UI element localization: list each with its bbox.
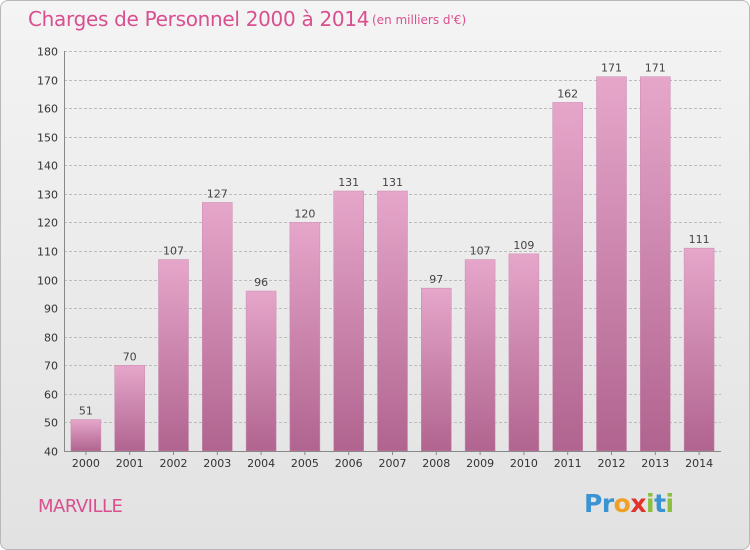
value-label-2010: 109 [513,239,534,252]
x-tick-label-2014: 2014 [685,457,713,470]
x-tick-label-2002: 2002 [160,457,188,470]
x-tick-label-2011: 2011 [554,457,582,470]
y-tick-label: 40 [44,446,58,459]
y-tick-label: 90 [44,303,58,316]
bar-2007[interactable] [377,190,408,452]
value-label-2006: 131 [338,176,359,189]
bars [70,76,715,452]
x-tick-label-2005: 2005 [291,457,319,470]
value-label-2009: 107 [470,245,491,258]
y-tick-label: 60 [44,389,58,402]
x-tick-label-2010: 2010 [510,457,538,470]
y-tick-label: 160 [37,103,58,116]
x-tick-label-2004: 2004 [247,457,275,470]
bar-2005[interactable] [289,222,321,452]
bar-2000[interactable] [70,419,102,452]
value-label-2000: 51 [79,405,93,418]
value-label-2002: 107 [163,245,184,258]
bar-2008[interactable] [421,287,452,452]
value-label-2005: 120 [294,207,315,220]
value-label-2004: 96 [254,276,268,289]
commune-name: MARVILLE [38,496,123,517]
value-label-2012: 171 [601,62,622,75]
value-label-2001: 70 [123,350,137,363]
bar-2001[interactable] [114,365,145,452]
value-label-2007: 131 [382,176,403,189]
x-tick-label-2006: 2006 [335,457,363,470]
x-tick-label-2013: 2013 [641,457,669,470]
value-label-2013: 171 [645,62,666,75]
bar-2003[interactable] [202,202,233,452]
bar-2002[interactable] [158,259,189,452]
y-tick-label: 120 [37,217,58,230]
value-labels: 51 70 107 127 96 120 131 131 97 107 109 162 171 171 11… [79,62,710,418]
y-tick-label: 150 [37,132,58,145]
value-label-2011: 162 [557,87,578,100]
bar-2012[interactable] [596,76,627,452]
proxiti-logo[interactable]: Proxiti [584,489,674,518]
axes: 40 50 60 70 80 90 100 110 120 130 140 150 160 170 180 2… [37,46,721,470]
y-tick-label: 100 [37,275,58,288]
y-tick-label: 70 [44,360,58,373]
bar-2013[interactable] [640,76,671,452]
bar-2009[interactable] [464,259,496,452]
bar-2006[interactable] [333,190,364,452]
x-tick-label-2009: 2009 [466,457,494,470]
chart-title: Charges de Personnel 2000 à 2014 [28,7,370,31]
x-tick-label-2007: 2007 [379,457,407,470]
y-tick-label: 130 [37,189,58,202]
y-tick-label: 110 [37,246,58,259]
x-tick-label-2012: 2012 [598,457,626,470]
bar-2004[interactable] [245,290,277,452]
x-tick-label-2000: 2000 [72,457,100,470]
bar-2010[interactable] [508,253,540,452]
bar-2014[interactable] [683,247,715,452]
value-label-2008: 97 [429,273,443,286]
y-tick-label: 80 [44,332,58,345]
chart-subtitle: (en milliers d'€) [372,13,467,27]
bar-2011[interactable] [552,102,583,452]
x-tick-label-2003: 2003 [203,457,231,470]
value-label-2014: 111 [689,233,710,246]
value-label-2003: 127 [207,187,228,200]
y-tick-label: 140 [37,160,58,173]
y-tick-label: 170 [37,75,58,88]
y-tick-label: 180 [37,46,58,59]
y-tick-label: 50 [44,417,58,430]
x-tick-label-2001: 2001 [116,457,144,470]
x-tick-label-2008: 2008 [422,457,450,470]
